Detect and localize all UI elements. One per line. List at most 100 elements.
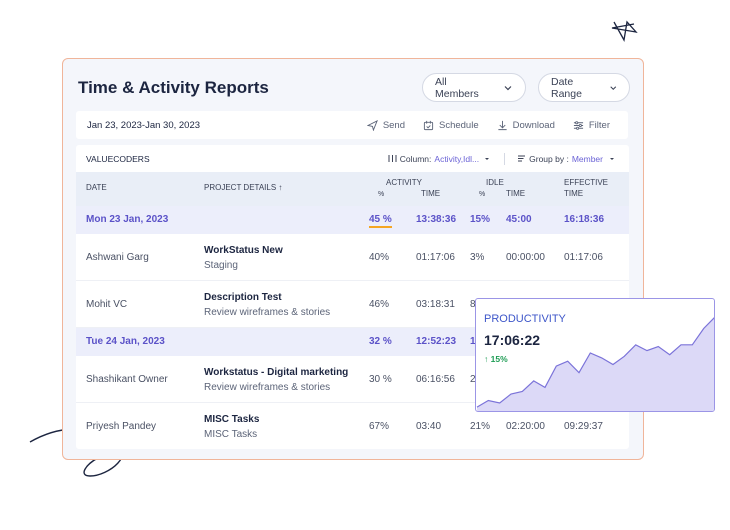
members-dropdown-label: All Members xyxy=(435,75,479,100)
activity-percent: 40% xyxy=(369,252,390,263)
productivity-card: PRODUCTIVITY 17:06:22 ↑ 15% xyxy=(475,298,715,412)
activity-time: 03:40 xyxy=(416,421,442,432)
productivity-sparkline xyxy=(476,317,714,411)
caret-down-icon xyxy=(610,157,614,160)
schedule-label: Schedule xyxy=(439,119,479,131)
header-activity: ACTIVITY xyxy=(386,178,423,187)
activity-percent: 46% xyxy=(369,299,390,310)
date-range-dropdown-label: Date Range xyxy=(551,75,582,100)
task-name: Review wireframes & stories xyxy=(204,382,331,393)
header-idle-time: TIME xyxy=(506,189,526,198)
page-title: Time & Activity Reports xyxy=(78,78,269,97)
columns-icon xyxy=(388,155,397,162)
project-name: MISC Tasks xyxy=(204,414,260,425)
productivity-line xyxy=(476,317,714,408)
members-dropdown[interactable]: All Members xyxy=(422,73,526,102)
productivity-trend-value: 15% xyxy=(490,354,508,364)
group-by-selector[interactable]: Group by : Member xyxy=(504,152,615,165)
member-name: Ashwani Garg xyxy=(86,252,149,263)
header-activity-time: TIME xyxy=(421,189,441,198)
report-table: VALUECODERS Column: Activity,Idl... Grou… xyxy=(76,145,629,449)
group-idle-time: 45:00 xyxy=(506,214,532,225)
star-doodle-icon xyxy=(611,20,638,42)
download-label: Download xyxy=(512,119,555,131)
idle-time: 02:20:00 xyxy=(506,421,545,432)
member-name: Mohit VC xyxy=(86,299,128,310)
filter-label: Filter xyxy=(588,119,610,131)
table-controls: VALUECODERS Column: Activity,Idl... Grou… xyxy=(76,145,629,172)
activity-percent: 30 % xyxy=(369,374,392,385)
productivity-time: 17:06:22 xyxy=(484,332,541,348)
idle-time: 00:00:00 xyxy=(506,252,545,263)
activity-time: 01:17:06 xyxy=(416,252,455,263)
header-effective: EFFECTIVE xyxy=(564,178,609,187)
header-idle: IDLE xyxy=(486,178,504,187)
group-idle-percent: 1 xyxy=(470,336,476,347)
group-activity-percent: 32 % xyxy=(369,336,392,347)
schedule-button[interactable]: Schedule xyxy=(423,120,479,131)
date-range-dropdown[interactable]: Date Range xyxy=(538,73,630,102)
date-range-text: Jan 23, 2023-Jan 30, 2023 xyxy=(87,119,201,131)
send-icon xyxy=(366,119,378,131)
arrow-up-icon: ↑ xyxy=(484,354,489,364)
column-selector-value: Activity,Idl... xyxy=(434,153,480,164)
organization-name: VALUECODERS xyxy=(86,153,150,164)
download-icon xyxy=(498,120,507,130)
idle-percent: 8 xyxy=(470,299,476,310)
group-idle-percent: 15% xyxy=(470,214,491,225)
task-name: Staging xyxy=(204,260,238,271)
project-name: Description Test xyxy=(204,292,282,303)
group-activity-time: 12:52:23 xyxy=(416,336,457,347)
divider xyxy=(504,152,506,165)
group-by-value: Member xyxy=(571,153,603,164)
productivity-area xyxy=(477,318,714,411)
header-activity-percent: % xyxy=(378,191,385,198)
report-toolbar: Jan 23, 2023-Jan 30, 2023 Send Schedule … xyxy=(76,111,628,139)
productivity-trend: ↑ 15% xyxy=(484,354,508,364)
calendar-icon xyxy=(423,120,434,130)
task-name: Review wireframes & stories xyxy=(204,307,331,318)
idle-percent: 2 xyxy=(470,374,476,385)
activity-percent: 67% xyxy=(369,421,390,432)
header-effective-time: TIME xyxy=(564,189,584,198)
member-name: Shashikant Owner xyxy=(86,374,168,385)
table-group-row[interactable]: Mon 23 Jan, 2023 45 % 13:38:36 15% 45:00… xyxy=(76,206,629,234)
table-row[interactable]: Mohit VC Description Test Review wirefra… xyxy=(76,281,629,328)
group-activity-time: 13:38:36 xyxy=(416,214,457,225)
report-card: Time & Activity Reports All Members Date… xyxy=(62,58,644,460)
project-name: WorkStatus New xyxy=(204,245,283,256)
group-effective-time: 16:18:36 xyxy=(564,214,605,225)
member-name: Priyesh Pandey xyxy=(86,421,157,432)
send-label: Send xyxy=(382,119,405,131)
chevron-down-icon xyxy=(609,85,616,90)
table-row[interactable]: Ashwani Garg WorkStatus New Staging 40% … xyxy=(76,234,629,281)
idle-percent: 3% xyxy=(470,252,485,263)
download-button[interactable]: Download xyxy=(497,120,555,131)
filter-button[interactable]: Filter xyxy=(573,120,610,131)
project-name: Workstatus - Digital marketing xyxy=(204,367,349,378)
header-idle-percent: % xyxy=(479,191,486,198)
column-selector[interactable]: Column: Activity,Idl... xyxy=(388,154,490,164)
header-project-details[interactable]: PROJECT DETAILS ↑ xyxy=(204,183,283,192)
chevron-down-icon xyxy=(504,85,512,90)
group-activity-percent: 45 % xyxy=(369,214,392,228)
column-selector-label: Column: xyxy=(399,153,432,164)
task-name: MISC Tasks xyxy=(204,429,258,440)
table-row[interactable]: Shashikant Owner Workstatus - Digital ma… xyxy=(76,356,629,403)
list-icon xyxy=(518,155,526,162)
filter-sliders-icon xyxy=(573,120,583,130)
table-row[interactable]: Priyesh Pandey MISC Tasks MISC Tasks 67%… xyxy=(76,403,629,449)
header-date[interactable]: DATE xyxy=(86,183,107,192)
group-date: Mon 23 Jan, 2023 xyxy=(86,214,169,225)
productivity-label: PRODUCTIVITY xyxy=(484,313,566,325)
idle-percent: 21% xyxy=(470,421,491,432)
effective-time: 09:29:37 xyxy=(564,421,603,432)
group-date: Tue 24 Jan, 2023 xyxy=(86,336,165,347)
group-by-label: Group by : xyxy=(529,153,569,164)
effective-time: 01:17:06 xyxy=(564,252,603,263)
table-header: DATE PROJECT DETAILS ↑ ACTIVITY % TIME I… xyxy=(76,172,629,206)
send-button[interactable]: Send xyxy=(366,119,405,131)
activity-time: 06:16:56 xyxy=(416,374,455,385)
caret-down-icon xyxy=(485,157,490,160)
activity-time: 03:18:31 xyxy=(416,299,455,310)
